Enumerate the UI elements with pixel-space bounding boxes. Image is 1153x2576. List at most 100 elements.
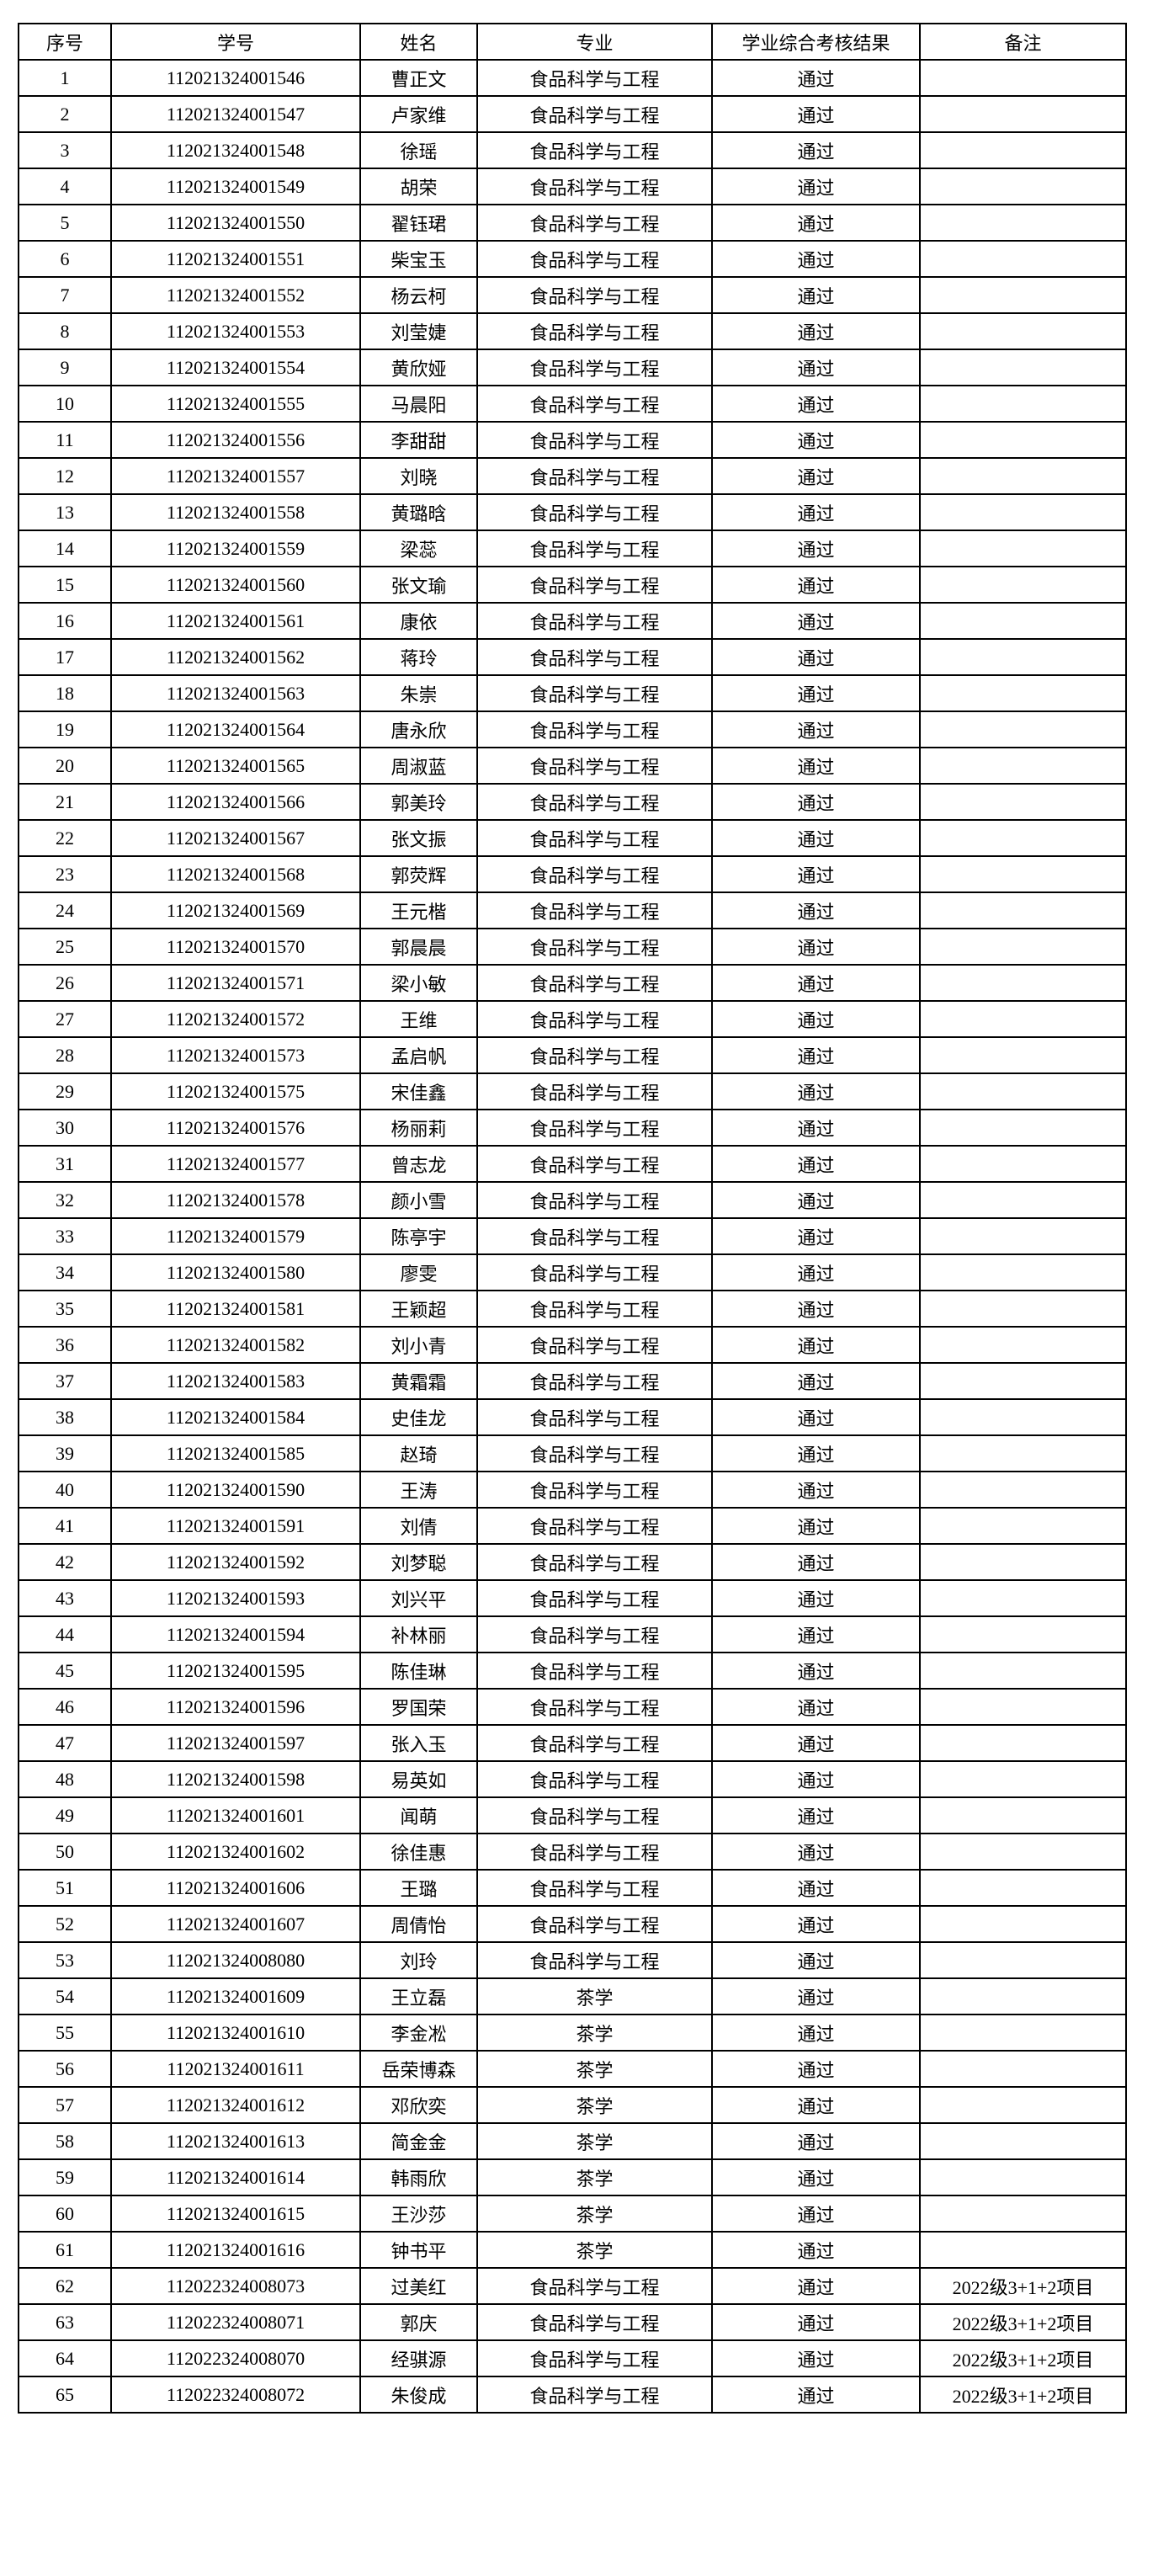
cell-result: 通过 bbox=[711, 891, 921, 929]
cell-remarks bbox=[919, 1326, 1127, 1364]
cell-name: 蒋玲 bbox=[359, 638, 478, 676]
cell-name: 郭晨晨 bbox=[359, 928, 478, 966]
cell-student-id: 112021324001612 bbox=[110, 2086, 361, 2124]
cell-major: 食品科学与工程 bbox=[476, 240, 713, 278]
cell-index: 8 bbox=[18, 312, 112, 350]
cell-name: 李金凇 bbox=[359, 2014, 478, 2052]
cell-major: 食品科学与工程 bbox=[476, 1181, 713, 1219]
cell-index: 11 bbox=[18, 421, 112, 459]
cell-remarks bbox=[919, 1579, 1127, 1617]
cell-remarks bbox=[919, 421, 1127, 459]
table-row: 21 112021324001566 郭美玲 食品科学与工程 通过 bbox=[18, 783, 1127, 821]
cell-student-id: 112021324001614 bbox=[110, 2158, 361, 2196]
cell-result: 通过 bbox=[711, 1507, 921, 1545]
cell-result: 通过 bbox=[711, 1434, 921, 1472]
cell-major: 食品科学与工程 bbox=[476, 59, 713, 97]
cell-index: 62 bbox=[18, 2267, 112, 2305]
cell-student-id: 112021324001609 bbox=[110, 1977, 361, 2015]
cell-index: 53 bbox=[18, 1941, 112, 1979]
cell-major: 茶学 bbox=[476, 2231, 713, 2269]
table-row: 61 112021324001616 钟书平 茶学 通过 bbox=[18, 2231, 1127, 2269]
table-row: 45 112021324001595 陈佳琳 食品科学与工程 通过 bbox=[18, 1652, 1127, 1690]
cell-remarks bbox=[919, 240, 1127, 278]
cell-major: 食品科学与工程 bbox=[476, 964, 713, 1002]
cell-index: 35 bbox=[18, 1290, 112, 1328]
table-row: 15 112021324001560 张文瑜 食品科学与工程 通过 bbox=[18, 566, 1127, 604]
cell-name: 柴宝玉 bbox=[359, 240, 478, 278]
cell-name: 郭庆 bbox=[359, 2303, 478, 2341]
cell-result: 通过 bbox=[711, 2086, 921, 2124]
cell-name: 郭美玲 bbox=[359, 783, 478, 821]
cell-name: 王立磊 bbox=[359, 1977, 478, 2015]
cell-result: 通过 bbox=[711, 2195, 921, 2233]
cell-remarks bbox=[919, 1434, 1127, 1472]
cell-result: 通过 bbox=[711, 1977, 921, 2015]
cell-index: 49 bbox=[18, 1796, 112, 1834]
cell-name: 史佳龙 bbox=[359, 1398, 478, 1436]
cell-remarks bbox=[919, 95, 1127, 133]
cell-index: 14 bbox=[18, 530, 112, 567]
cell-result: 通过 bbox=[711, 2267, 921, 2305]
cell-student-id: 112021324001592 bbox=[110, 1543, 361, 1581]
table-row: 56 112021324001611 岳荣博森 茶学 通过 bbox=[18, 2050, 1127, 2088]
table-row: 18 112021324001563 朱崇 食品科学与工程 通过 bbox=[18, 674, 1127, 712]
cell-student-id: 112021324001606 bbox=[110, 1869, 361, 1907]
cell-major: 食品科学与工程 bbox=[476, 1253, 713, 1291]
cell-name: 刘梦聪 bbox=[359, 1543, 478, 1581]
cell-index: 46 bbox=[18, 1688, 112, 1726]
cell-result: 通过 bbox=[711, 1109, 921, 1147]
cell-major: 食品科学与工程 bbox=[476, 2339, 713, 2377]
cell-index: 31 bbox=[18, 1145, 112, 1183]
table-row: 58 112021324001613 简金金 茶学 通过 bbox=[18, 2122, 1127, 2160]
cell-result: 通过 bbox=[711, 204, 921, 242]
cell-major: 茶学 bbox=[476, 2014, 713, 2052]
cell-major: 食品科学与工程 bbox=[476, 566, 713, 604]
cell-student-id: 112021324001573 bbox=[110, 1036, 361, 1074]
cell-major: 食品科学与工程 bbox=[476, 1796, 713, 1834]
cell-student-id: 112021324001553 bbox=[110, 312, 361, 350]
cell-major: 食品科学与工程 bbox=[476, 747, 713, 785]
table-row: 42 112021324001592 刘梦聪 食品科学与工程 通过 bbox=[18, 1543, 1127, 1581]
cell-index: 58 bbox=[18, 2122, 112, 2160]
cell-index: 16 bbox=[18, 602, 112, 640]
cell-index: 42 bbox=[18, 1543, 112, 1581]
table-row: 65 112022324008072 朱俊成 食品科学与工程 通过 2022级3+1+2项… bbox=[18, 2376, 1127, 2414]
cell-name: 梁蕊 bbox=[359, 530, 478, 567]
table-row: 55 112021324001610 李金凇 茶学 通过 bbox=[18, 2014, 1127, 2052]
cell-result: 通过 bbox=[711, 855, 921, 893]
table-row: 16 112021324001561 康依 食品科学与工程 通过 bbox=[18, 602, 1127, 640]
cell-result: 通过 bbox=[711, 1072, 921, 1110]
cell-result: 通过 bbox=[711, 2303, 921, 2341]
cell-result: 通过 bbox=[711, 2014, 921, 2052]
cell-result: 通过 bbox=[711, 1869, 921, 1907]
cell-name: 黄璐晗 bbox=[359, 493, 478, 531]
cell-major: 食品科学与工程 bbox=[476, 385, 713, 423]
cell-remarks bbox=[919, 1362, 1127, 1400]
cell-index: 34 bbox=[18, 1253, 112, 1291]
cell-name: 李甜甜 bbox=[359, 421, 478, 459]
cell-remarks bbox=[919, 602, 1127, 640]
cell-result: 通过 bbox=[711, 1905, 921, 1943]
cell-major: 食品科学与工程 bbox=[476, 1217, 713, 1255]
table-row: 51 112021324001606 王璐 食品科学与工程 通过 bbox=[18, 1869, 1127, 1907]
cell-major: 食品科学与工程 bbox=[476, 1579, 713, 1617]
cell-student-id: 112021324001616 bbox=[110, 2231, 361, 2269]
cell-name: 徐瑶 bbox=[359, 131, 478, 169]
table-row: 31 112021324001577 曾志龙 食品科学与工程 通过 bbox=[18, 1145, 1127, 1183]
cell-name: 胡荣 bbox=[359, 168, 478, 205]
cell-result: 通过 bbox=[711, 1688, 921, 1726]
cell-index: 25 bbox=[18, 928, 112, 966]
cell-result: 通过 bbox=[711, 1543, 921, 1581]
cell-result: 通过 bbox=[711, 1760, 921, 1798]
cell-student-id: 112021324001601 bbox=[110, 1796, 361, 1834]
cell-remarks bbox=[919, 204, 1127, 242]
cell-result: 通过 bbox=[711, 95, 921, 133]
table-row: 14 112021324001559 梁蕊 食品科学与工程 通过 bbox=[18, 530, 1127, 567]
cell-index: 7 bbox=[18, 276, 112, 314]
cell-student-id: 112021324001550 bbox=[110, 204, 361, 242]
table-row: 46 112021324001596 罗国荣 食品科学与工程 通过 bbox=[18, 1688, 1127, 1726]
cell-name: 黄霜霜 bbox=[359, 1362, 478, 1400]
table-row: 19 112021324001564 唐永欣 食品科学与工程 通过 bbox=[18, 711, 1127, 748]
table-row: 53 112021324008080 刘玲 食品科学与工程 通过 bbox=[18, 1941, 1127, 1979]
cell-result: 通过 bbox=[711, 530, 921, 567]
